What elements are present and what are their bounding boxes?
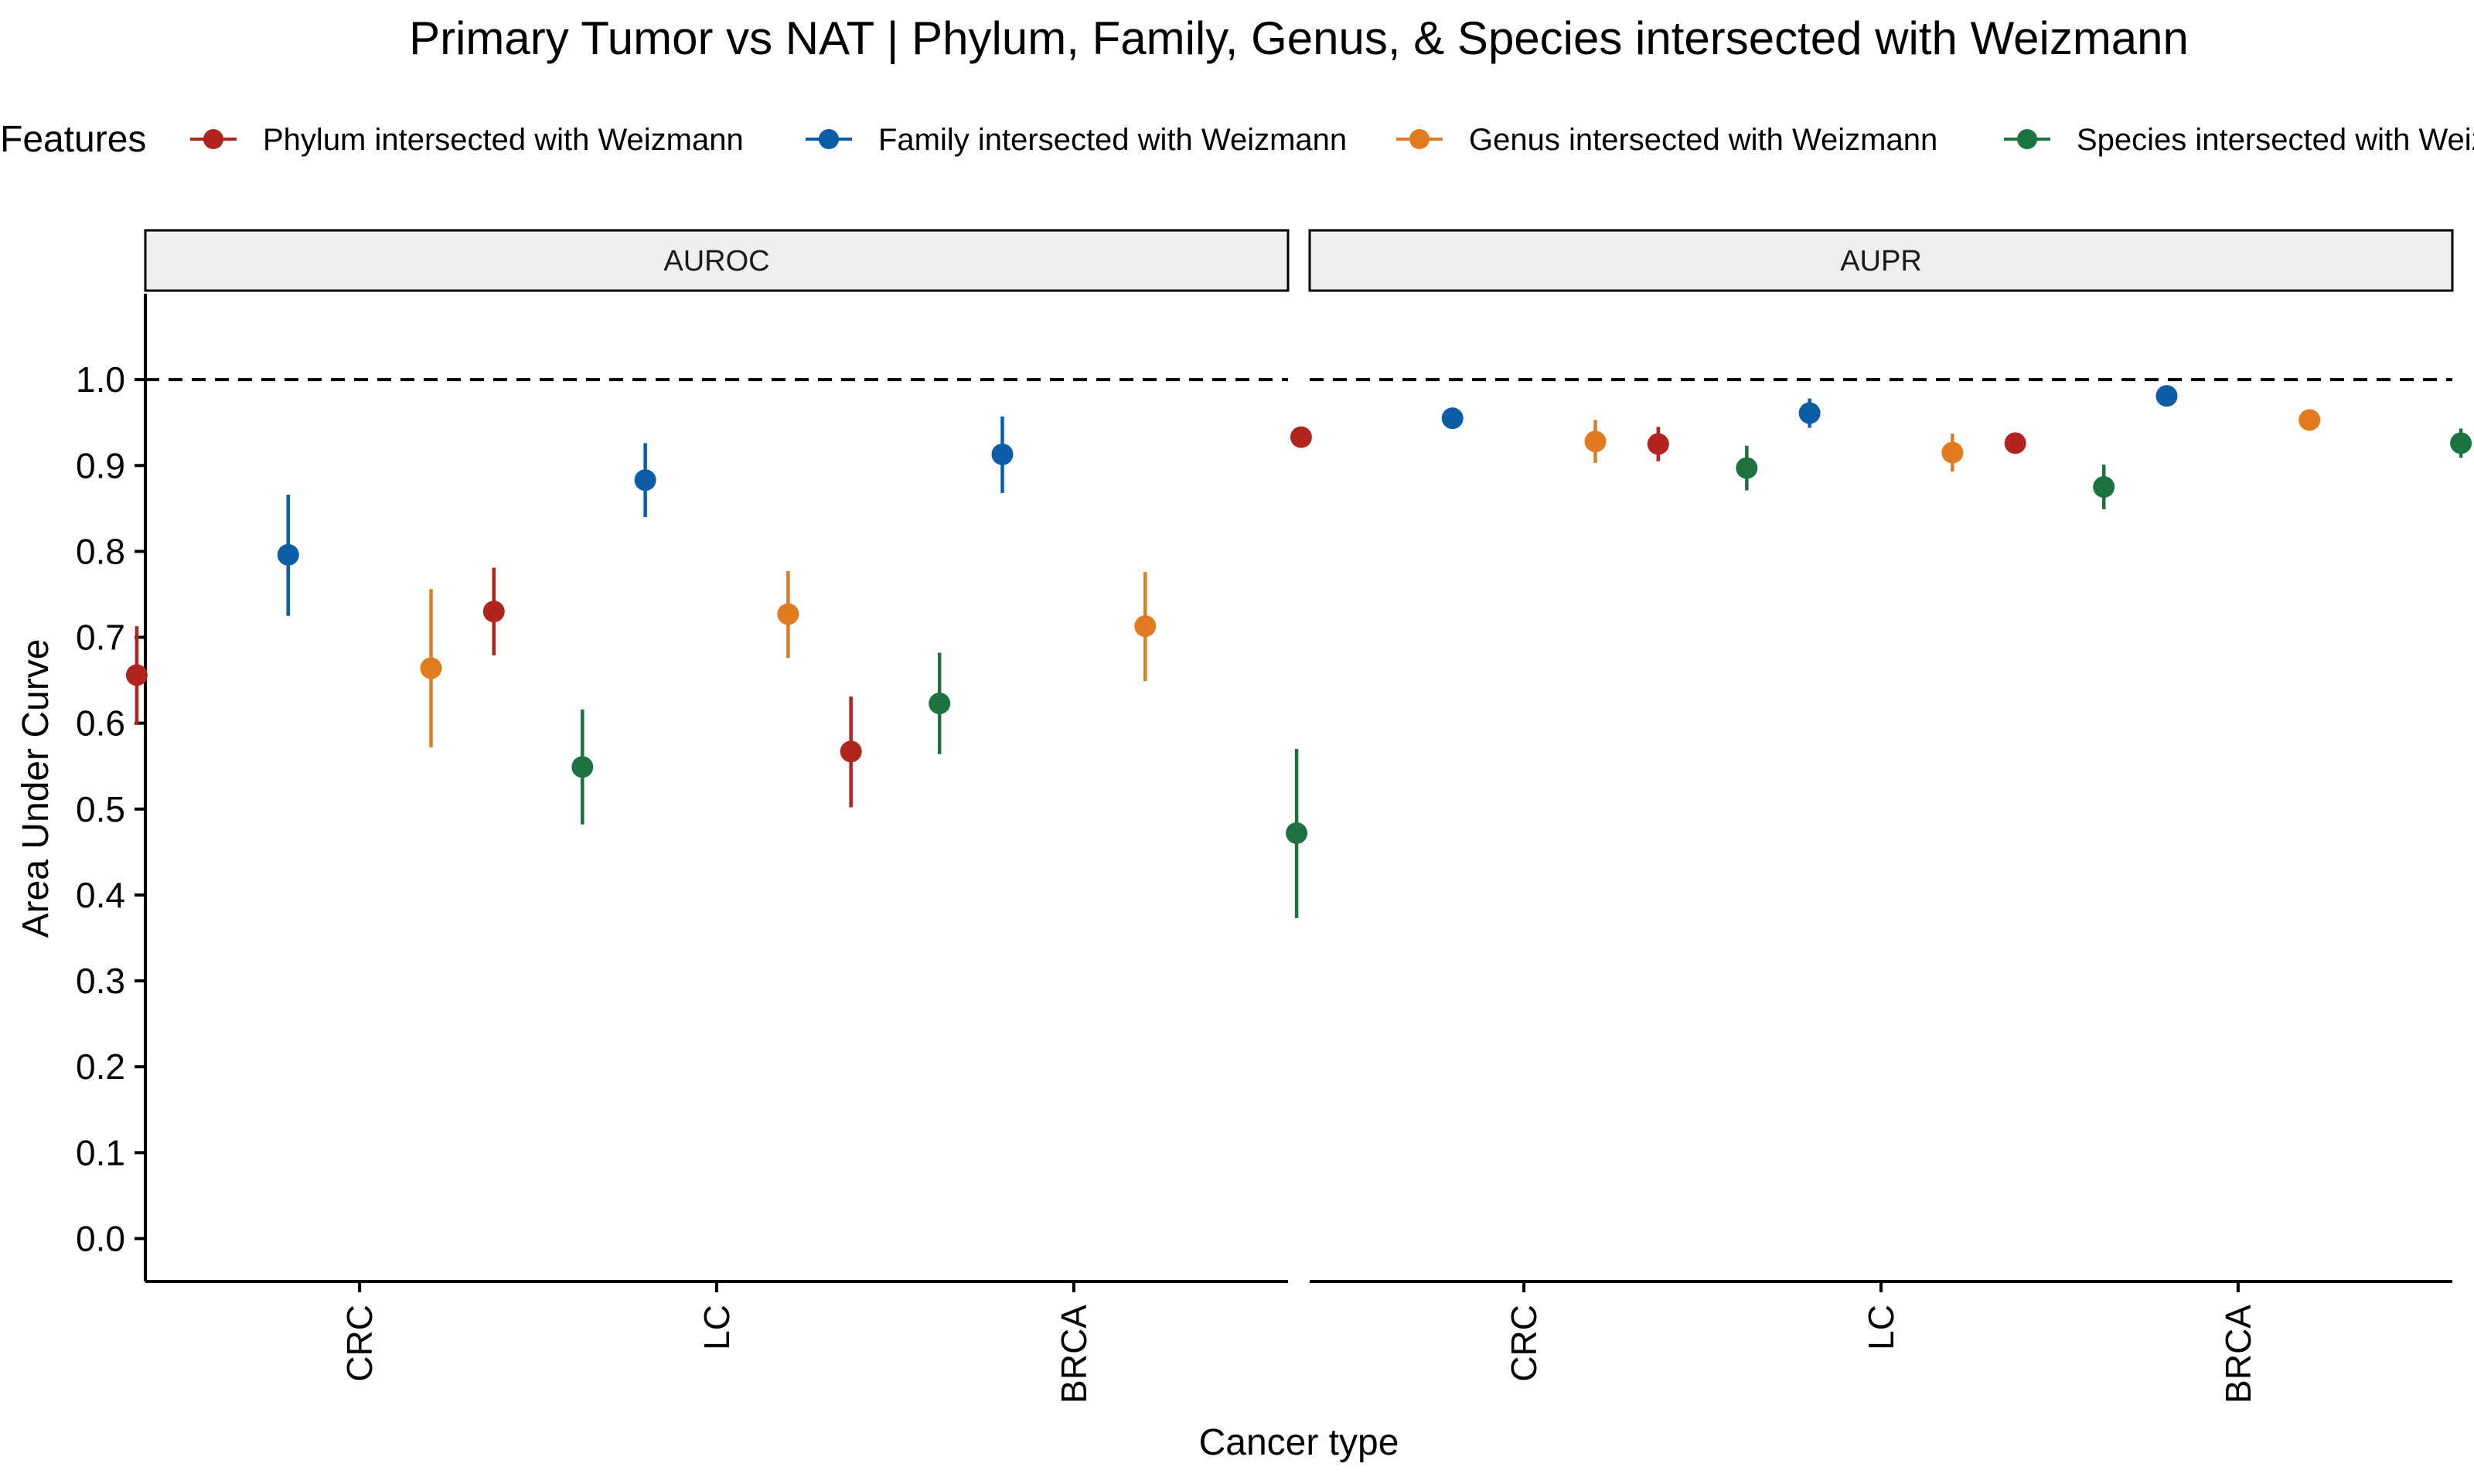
- data-point: [1798, 402, 1821, 424]
- data-point: [1941, 441, 1964, 464]
- x-tick-label: LC: [1861, 1305, 1901, 1350]
- panel-strip-label: AUROC: [663, 245, 769, 277]
- legend-key-point: [2017, 129, 2037, 149]
- y-axis-title: Area Under Curve: [15, 639, 56, 938]
- panel-auroc: AUROC 0.0 0.1 0.2 0.3 0.4 0.5 0.6 0.7 0.8 0.9 1.0 CR…: [76, 229, 1308, 1404]
- legend-key-point: [819, 129, 839, 149]
- data-point: [777, 603, 799, 625]
- legend-label: Family intersected with Weizmann: [878, 123, 1347, 157]
- y-tick-label: 1.0: [76, 359, 125, 400]
- panel-strip-label: AUPR: [1840, 245, 1922, 277]
- y-tick-label: 0.4: [76, 875, 125, 915]
- data-point: [482, 601, 505, 623]
- data-point: [277, 543, 299, 566]
- x-tick-label: CRC: [339, 1305, 380, 1382]
- x-tick-label: BRCA: [1054, 1305, 1094, 1404]
- data-point: [1647, 433, 1669, 455]
- data-point: [2299, 409, 2321, 431]
- x-tick-label: CRC: [1504, 1305, 1544, 1382]
- chart-title: Primary Tumor vs NAT | Phylum, Family, G…: [409, 12, 2189, 64]
- legend-label: Genus intersected with Weizmann: [1469, 123, 1937, 157]
- legend-label: Species intersected with Weizmann: [2077, 123, 2474, 157]
- data-point: [2004, 432, 2026, 454]
- data-point: [1286, 822, 1308, 844]
- data-point: [1134, 615, 1157, 638]
- legend: Features Phylum intersected with Weizman…: [0, 119, 2474, 160]
- panel-aupr: AUPR CRC LC BRCA: [1290, 229, 2472, 1404]
- y-tick-label: 0.6: [76, 703, 125, 744]
- data-point: [2450, 432, 2472, 454]
- data-point: [571, 756, 594, 778]
- legend-key-point: [203, 129, 223, 149]
- legend-label: Phylum intersected with Weizmann: [263, 123, 744, 157]
- data-point: [1584, 431, 1607, 453]
- data-point: [2155, 385, 2178, 407]
- y-tick-label: 0.1: [76, 1132, 125, 1173]
- data-point: [125, 664, 148, 686]
- data-point: [420, 657, 442, 679]
- data-point: [929, 693, 951, 715]
- data-point: [1441, 407, 1464, 430]
- panels: AUROC 0.0 0.1 0.2 0.3 0.4 0.5 0.6 0.7 0.8 0.9 1.0 CR…: [76, 229, 2472, 1404]
- data-point: [634, 469, 656, 492]
- x-axis-title: Cancer type: [1199, 1422, 1399, 1463]
- y-tick-label: 0.9: [76, 445, 125, 485]
- y-tick-label: 0.0: [76, 1218, 125, 1258]
- panel-strip: [1308, 229, 2454, 292]
- y-tick-label: 0.5: [76, 789, 125, 829]
- x-tick-label: BRCA: [2218, 1305, 2258, 1404]
- data-point: [1736, 457, 1758, 479]
- x-tick-label: LC: [697, 1305, 737, 1350]
- y-tick-label: 0.3: [76, 961, 125, 1001]
- panel-strip: [144, 229, 1290, 292]
- data-point: [840, 740, 862, 763]
- y-tick-label: 0.8: [76, 531, 125, 571]
- data-point: [991, 443, 1014, 465]
- data-point: [1290, 426, 1312, 448]
- legend-key-point: [1409, 129, 1430, 149]
- data-point: [2093, 476, 2115, 499]
- legend-title: Features: [0, 119, 146, 160]
- y-tick-label: 0.2: [76, 1047, 125, 1087]
- y-tick-label: 0.7: [76, 618, 125, 658]
